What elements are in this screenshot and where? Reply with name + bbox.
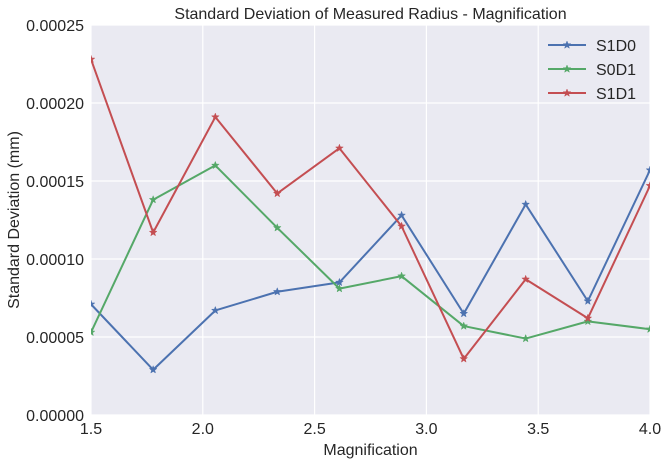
x-tick-label: 2.5 [303,421,325,438]
series-s1d1 [91,54,650,363]
data-point [645,165,650,174]
legend-item-s1d0: S1D0 [548,38,636,55]
y-tick-label: 0.00010 [26,252,84,269]
x-axis-label: Magnification [323,442,417,459]
data-point [91,54,96,64]
legend-marker [562,88,572,97]
legend-marker [562,40,572,49]
data-point [521,333,531,343]
data-point [459,321,469,330]
data-point [210,112,220,121]
data-point [210,305,220,315]
legend-label: S0D1 [596,62,636,79]
data-point [583,316,593,326]
data-point [210,160,220,170]
tick-labels: 1.5 2.0 2.5 3.0 3.5 4.0 0.00000 0.00005 0.00010 0… [26,18,661,438]
legend-label: S1D0 [596,38,636,55]
plot-area [91,25,650,415]
series-line [91,58,650,360]
legend-label: S1D1 [596,86,636,103]
data-point [148,227,158,237]
data-point [272,287,282,296]
data-point [272,223,282,232]
data-point [334,143,344,153]
data-point [91,299,96,309]
x-tick-label: 2.0 [192,421,214,438]
data-point [148,195,158,204]
x-tick-label: 3.0 [415,421,437,438]
x-tick-label: 1.5 [80,421,102,438]
data-point [459,354,469,363]
x-tick-label: 3.5 [527,421,549,438]
series-line [91,164,650,340]
legend-marker [562,64,572,73]
data-point [272,188,282,198]
legend-item-s0d1: S0D1 [548,62,636,79]
data-point [397,210,407,220]
data-point [91,327,96,337]
y-tick-label: 0.00015 [26,174,84,191]
data-point [334,283,344,293]
data-point [645,324,650,334]
y-tick-label: 0.00005 [26,330,84,347]
y-tick-label: 0.00020 [26,96,84,113]
x-tick-label: 4.0 [639,421,661,438]
data-point [645,180,650,190]
data-point [583,296,593,305]
y-axis-label: Standard Deviation (mm) [6,131,23,309]
chart-title: Standard Deviation of Measured Radius - … [174,6,566,23]
data-point [521,199,531,209]
y-tick-label: 0.00000 [26,408,84,425]
data-point [397,221,407,231]
y-tick-label: 0.00025 [26,18,84,35]
data-point [397,271,407,280]
series-line [91,169,650,371]
data-point [459,308,469,318]
series-lines [91,54,650,374]
series-s1d0 [91,165,650,374]
series-s0d1 [91,160,650,343]
legend: S1D0 S0D1 S1D1 [548,38,636,103]
data-point [148,365,158,374]
legend-item-s1d1: S1D1 [548,86,636,103]
data-point [521,274,531,284]
grid-lines [90,24,651,416]
data-point [583,313,593,323]
